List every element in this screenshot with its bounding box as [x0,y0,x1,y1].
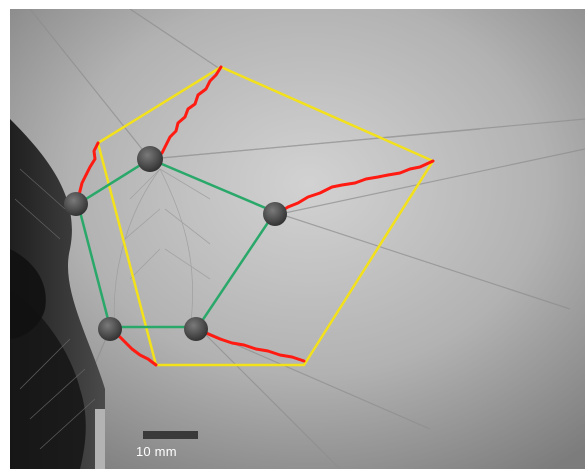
vertex-marker [137,146,163,172]
inner-pentagon-outline [76,157,277,329]
scale-bar-label: 10 mm [136,444,177,459]
microscope-photo-panel [10,9,585,469]
vertex-marker [184,317,208,341]
vertex-markers [64,146,287,341]
vertex-marker [263,202,287,226]
photo-background [10,9,585,469]
outer-pentagon-outline [96,65,435,367]
scale-bar [143,431,198,439]
photo-canvas [10,9,585,469]
vertex-marker [64,192,88,216]
vertex-marker [98,317,122,341]
